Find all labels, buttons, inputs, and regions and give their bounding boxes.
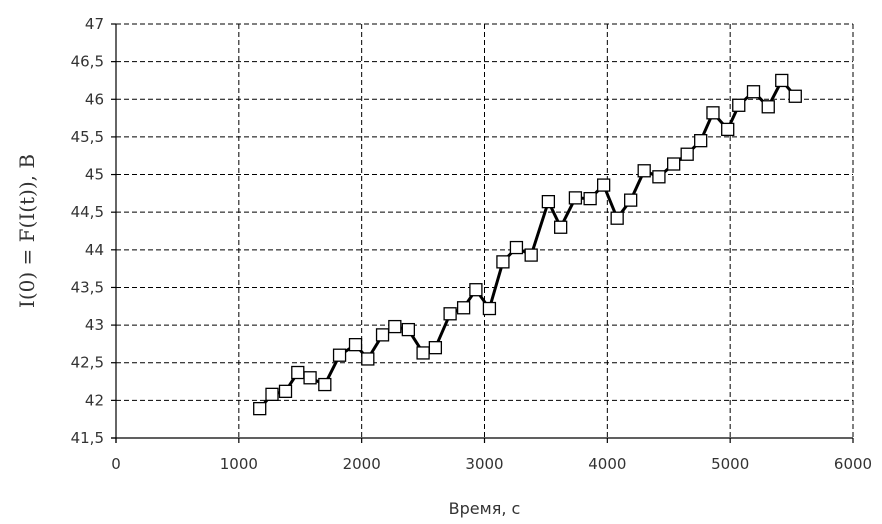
- data-point: [721, 122, 735, 137]
- data-point: [253, 401, 267, 416]
- data-point: [706, 106, 720, 120]
- data-point: [637, 164, 651, 178]
- y-tick-label: 43,5: [71, 278, 104, 296]
- y-tick-label: 41,5: [71, 429, 104, 447]
- data-point: [265, 387, 279, 401]
- data-point: [524, 248, 538, 262]
- data-point: [568, 191, 583, 205]
- data-point: [456, 301, 471, 315]
- data-point: [388, 319, 402, 334]
- data-point: [583, 191, 597, 206]
- y-tick-label: 45,5: [71, 128, 104, 146]
- data-point: [416, 346, 430, 360]
- series-layer: [253, 73, 802, 416]
- data-point: [732, 98, 746, 112]
- data-point: [482, 301, 497, 316]
- y-axis-title: I(0) = F(I(t)), В: [15, 154, 39, 308]
- y-tick-label: 43: [85, 316, 104, 334]
- data-point: [541, 194, 556, 209]
- data-point: [469, 283, 483, 297]
- data-point: [667, 157, 681, 171]
- y-tick-label: 44,5: [71, 203, 104, 221]
- y-tick-label: 46: [85, 90, 104, 108]
- x-tick-label: 2000: [343, 455, 381, 473]
- data-point: [788, 89, 802, 103]
- data-point: [278, 384, 293, 398]
- data-point: [652, 170, 666, 184]
- x-tick-label: 4000: [588, 455, 626, 473]
- data-point: [624, 193, 638, 207]
- data-point: [428, 341, 443, 355]
- data-point: [332, 348, 347, 362]
- data-point: [761, 100, 775, 114]
- data-point: [596, 178, 611, 192]
- data-point: [775, 73, 789, 88]
- data-point: [496, 255, 510, 269]
- ticks-layer: 0 1000 2000 3000 4000 5000 6000 41,5 42 42,5 43 43,…: [71, 15, 873, 473]
- data-point: [291, 365, 305, 380]
- y-tick-label: 42,5: [71, 354, 104, 372]
- y-tick-label: 47: [85, 15, 104, 33]
- data-point: [401, 322, 415, 337]
- data-point: [746, 85, 761, 99]
- y-tick-label: 42: [85, 391, 104, 409]
- data-point: [348, 338, 363, 352]
- series-line: [258, 79, 797, 410]
- x-tick-label: 6000: [834, 455, 872, 473]
- y-tick-label: 44: [85, 241, 104, 259]
- data-point: [610, 211, 624, 225]
- x-axis-title: Время, с: [449, 499, 521, 518]
- x-tick-label: 3000: [465, 455, 503, 473]
- x-tick-label: 0: [111, 455, 121, 473]
- data-point: [303, 371, 317, 385]
- grid-layer: [116, 23, 854, 438]
- y-tick-label: 45: [85, 166, 104, 184]
- data-point: [375, 328, 390, 342]
- data-point: [680, 147, 694, 161]
- data-point: [509, 240, 524, 255]
- y-tick-label: 46,5: [71, 53, 104, 71]
- data-point: [361, 352, 375, 366]
- x-tick-label: 1000: [220, 455, 258, 473]
- data-point: [694, 134, 708, 148]
- data-point: [554, 220, 568, 234]
- x-tick-label: 5000: [711, 455, 749, 473]
- data-point: [443, 307, 457, 321]
- axes-layer: [111, 23, 854, 443]
- data-point: [318, 377, 332, 392]
